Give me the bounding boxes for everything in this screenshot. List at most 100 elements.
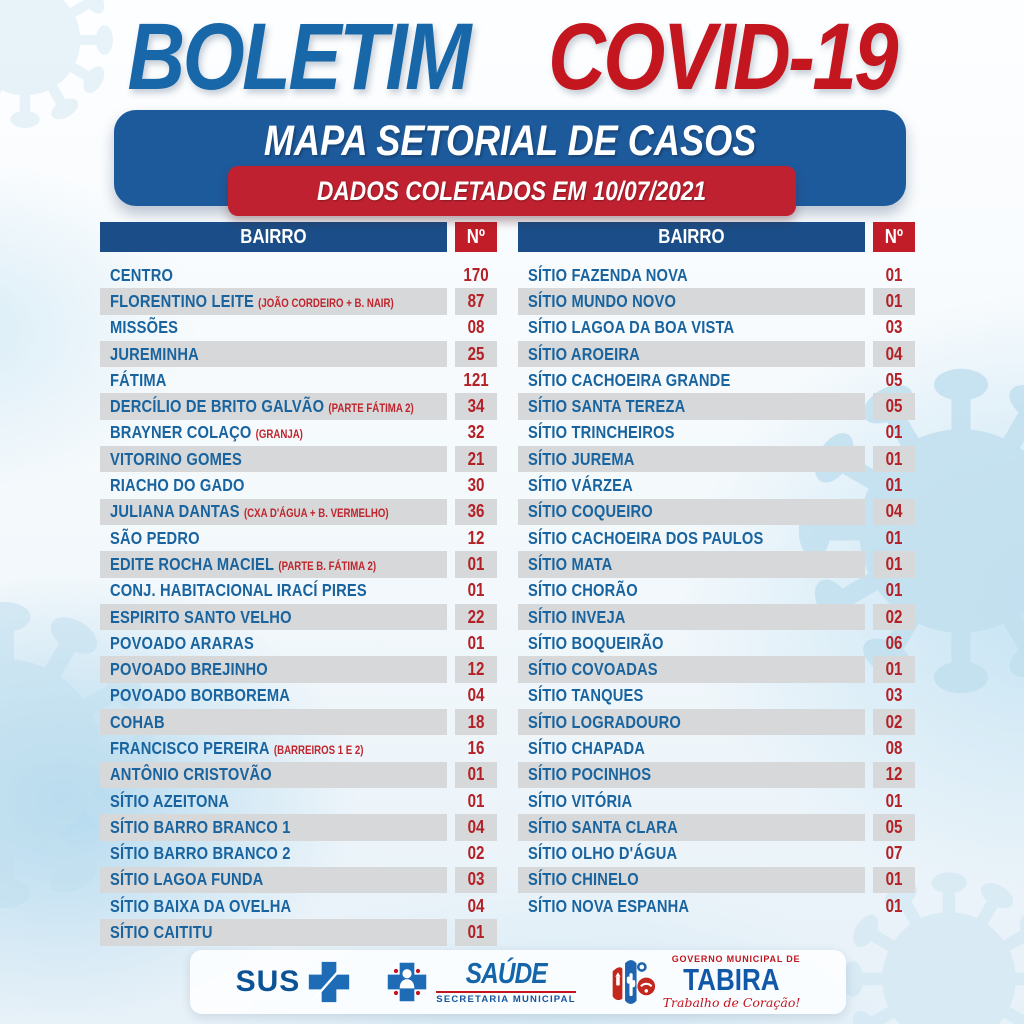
case-count-cell: 01: [885, 790, 903, 811]
case-count-cell: 12: [455, 656, 497, 683]
bairro-cell: SÍTIO MATA: [518, 551, 865, 578]
bairro-cell: SÍTIO POCINHOS: [518, 761, 865, 788]
case-count-cell: 01: [885, 580, 903, 601]
bairro-cell: VITORINO GOMES: [100, 446, 447, 473]
table-row: POVOADO BREJINHO 12: [100, 656, 497, 683]
subtitle-text: MAPA SETORIAL DE CASOS: [263, 117, 757, 165]
bairro-cell: SÍTIO TRINCHEIROS: [528, 422, 675, 443]
page-title: BOLETIM COVID-19: [0, 10, 1024, 105]
case-count-cell: 22: [455, 603, 497, 631]
case-count-cell: 01: [455, 761, 497, 788]
bairro-cell: FRANCISCO PEREIRA (BARREIROS 1 E 2): [110, 737, 364, 758]
case-count-cell: 01: [455, 551, 497, 578]
tabira-logo: GOVERNO MUNICIPAL DE TABIRA Trabalho de …: [610, 953, 801, 1010]
case-count-cell: 08: [885, 737, 903, 758]
bairro-cell: SÍTIO VÁRZEA: [528, 475, 633, 496]
bairro-cell: POVOADO BORBOREMA: [110, 685, 291, 706]
table-row: POVOADO ARARAS 01: [100, 630, 497, 656]
case-count-cell: 32: [467, 422, 485, 443]
table-row: FÁTIMA 121: [100, 367, 497, 393]
table-header-row: BAIRRO Nº: [518, 222, 915, 252]
title-boletim: BOLETIM: [127, 4, 471, 110]
bairro-column-header: BAIRRO: [100, 222, 447, 252]
table-row: SÍTIO LAGOA DA BOA VISTA 03: [518, 315, 915, 341]
bairro-cell: SÍTIO CHORÃO: [528, 580, 638, 601]
bairro-cell: SÍTIO VITÓRIA: [528, 790, 633, 811]
bairro-cell: ANTÔNIO CRISTOVÃO: [100, 761, 447, 788]
case-count-cell: 02: [467, 843, 485, 864]
table-row: COHAB 18: [100, 709, 497, 736]
tabira-crest-icon: [612, 960, 655, 1004]
case-count-cell: 01: [885, 895, 903, 916]
table-row: SÍTIO AROEIRA 04: [518, 340, 915, 368]
footer-logo-bar: SUS SAÚDE SECRETARIA MUNICIPAL: [190, 950, 846, 1014]
table-row: CONJ. HABITACIONAL IRACÍ PIRES 01: [100, 578, 497, 604]
bairro-cell: SÍTIO BARRO BRANCO 2: [110, 843, 291, 864]
table-row: SÃO PEDRO 12: [100, 525, 497, 551]
bairro-cell: SÍTIO TANQUES: [528, 685, 644, 706]
case-count-cell: 01: [467, 632, 485, 653]
saude-text-block: SAÚDE SECRETARIA MUNICIPAL: [436, 959, 576, 1005]
table-row: SÍTIO COQUEIRO 04: [518, 498, 915, 525]
case-count-cell: 12: [873, 761, 915, 788]
case-count-cell: 01: [873, 866, 915, 894]
table-row: SÍTIO CHORÃO 01: [518, 578, 915, 604]
left-table-rows: CENTRO 170 FLORENTINO LEITE (JOÃO CORDEIRO …: [100, 262, 497, 946]
case-count-cell: 04: [873, 340, 915, 368]
table-row: SÍTIO CAITITU 01: [100, 919, 497, 946]
table-row: SÍTIO JUREMA 01: [518, 446, 915, 473]
table-row: FRANCISCO PEREIRA (BARREIROS 1 E 2) 16: [100, 735, 497, 761]
case-count-cell: 03: [885, 317, 903, 338]
tabira-slogan: Trabalho de Coração!: [662, 994, 801, 1010]
table-row: EDITE ROCHA MACIEL (PARTE B. FÁTIMA 2) 01: [100, 551, 497, 578]
bairro-cell: SÍTIO LAGOA FUNDA: [100, 866, 447, 894]
case-table-right-column: BAIRRO Nº SÍTIO FAZENDA NOVA 01 SÍTIO MUND…: [518, 222, 915, 946]
case-table: BAIRRO Nº CENTRO 170 FLORENTINO LEITE (JOÃO…: [100, 222, 915, 946]
table-row: SÍTIO BARRO BRANCO 1 04: [100, 814, 497, 841]
table-row: JULIANA DANTAS (CXA D'ÁGUA + B. VERMELHO)…: [100, 498, 497, 525]
case-count-cell: 30: [467, 475, 485, 496]
case-table-left-column: BAIRRO Nº CENTRO 170 FLORENTINO LEITE (JOÃO…: [100, 222, 497, 946]
table-row: JUREMINHA 25: [100, 340, 497, 368]
case-count-cell: 05: [885, 369, 903, 390]
case-count-cell: 12: [467, 527, 485, 548]
table-row: SÍTIO BARRO BRANCO 2 02: [100, 841, 497, 867]
case-count-cell: 16: [467, 737, 485, 758]
bairro-cell: SÍTIO OLHO D'ÁGUA: [528, 843, 678, 864]
table-row: SÍTIO TRINCHEIROS 01: [518, 420, 915, 446]
case-count-cell: 01: [885, 264, 903, 285]
bairro-cell: SÍTIO CHAPADA: [528, 737, 646, 758]
bairro-cell: ESPIRITO SANTO VELHO: [100, 603, 447, 631]
table-row: SÍTIO LAGOA FUNDA 03: [100, 866, 497, 894]
count-column-header: Nº: [455, 222, 497, 252]
bairro-cell: COHAB: [100, 709, 447, 736]
table-row: SÍTIO INVEJA 02: [518, 603, 915, 631]
table-header-row: BAIRRO Nº: [100, 222, 497, 252]
table-row: ANTÔNIO CRISTOVÃO 01: [100, 761, 497, 788]
saude-divider: [436, 990, 576, 993]
case-count-cell: 34: [455, 393, 497, 420]
case-count-cell: 01: [467, 790, 485, 811]
bairro-cell: FLORENTINO LEITE (JOÃO CORDEIRO + B. NAIR…: [100, 288, 447, 315]
bairro-cell: SÍTIO INVEJA: [518, 603, 865, 631]
case-count-cell: 03: [455, 866, 497, 894]
case-count-cell: 05: [873, 393, 915, 420]
table-row: ESPIRITO SANTO VELHO 22: [100, 603, 497, 631]
case-count-cell: 04: [873, 498, 915, 525]
saude-logo: SAÚDE SECRETARIA MUNICIPAL: [385, 959, 576, 1005]
tabira-overline: GOVERNO MUNICIPAL DE: [671, 953, 801, 964]
case-count-cell: 01: [885, 527, 903, 548]
case-count-cell: 07: [885, 843, 903, 864]
bairro-cell: MISSÕES: [110, 317, 179, 338]
table-row: SÍTIO POCINHOS 12: [518, 761, 915, 788]
table-row: SÍTIO CHAPADA 08: [518, 735, 915, 761]
bairro-cell: SÍTIO LAGOA DA BOA VISTA: [528, 317, 735, 338]
table-row: SÍTIO CHINELO 01: [518, 866, 915, 894]
bairro-cell: SÃO PEDRO: [110, 527, 200, 548]
bairro-cell: SÍTIO BAIXA DA OVELHA: [110, 895, 292, 916]
saude-subtitle: SECRETARIA MUNICIPAL: [436, 993, 576, 1005]
table-row: SÍTIO NOVA ESPANHA 01: [518, 893, 915, 919]
table-row: DERCÍLIO DE BRITO GALVÃO (PARTE FÁTIMA 2)…: [100, 393, 497, 420]
table-row: SÍTIO TANQUES 03: [518, 683, 915, 709]
table-row: SÍTIO MUNDO NOVO 01: [518, 288, 915, 315]
